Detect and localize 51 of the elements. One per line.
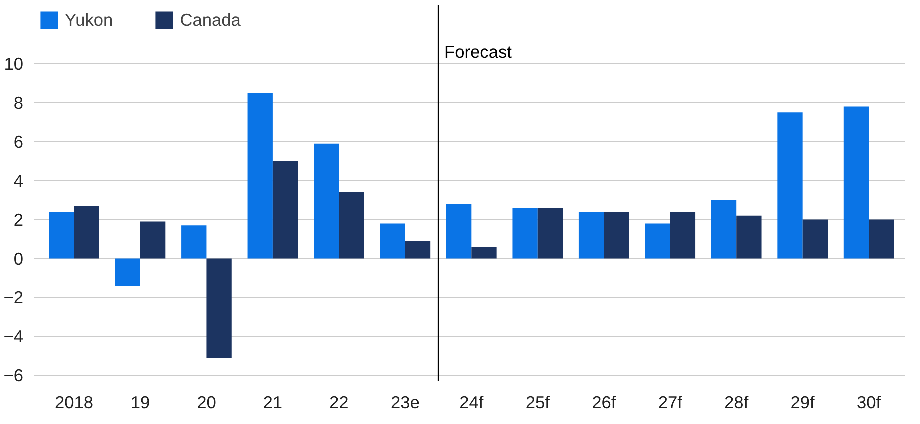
bar: [538, 208, 564, 259]
bar: [844, 106, 870, 259]
x-tick-label: 29f: [790, 392, 816, 412]
x-tick-label: 23e: [390, 392, 420, 412]
legend-label: Yukon: [65, 10, 114, 30]
bar: [645, 224, 670, 259]
bar: [74, 206, 100, 259]
y-tick-label: 6: [14, 132, 24, 152]
bar: [405, 241, 431, 259]
bar: [604, 212, 630, 259]
bar: [49, 212, 74, 259]
bar: [272, 161, 298, 259]
x-tick-label: 26f: [592, 392, 616, 412]
bar: [802, 220, 828, 259]
x-tick-label: 20: [197, 392, 216, 412]
bar: [248, 93, 273, 259]
x-tick-label: 30f: [857, 392, 882, 412]
bar: [182, 226, 207, 259]
x-tick-label: 24f: [460, 392, 484, 412]
x-tick-label: 28f: [724, 392, 749, 412]
bar: [206, 258, 232, 358]
legend-label: Canada: [180, 10, 241, 30]
bar: [736, 216, 762, 259]
bar: [578, 212, 604, 259]
bar: [512, 208, 538, 259]
y-tick-label: 0: [14, 248, 24, 269]
y-tick-label: 8: [14, 92, 24, 113]
bar: [446, 204, 472, 259]
bar: [140, 222, 166, 259]
x-tick-label: 21: [263, 392, 283, 412]
bar: [472, 247, 497, 259]
bar: [869, 220, 894, 259]
x-tick-label: 2018: [54, 392, 94, 412]
x-tick-label: 19: [130, 392, 150, 412]
bar: [778, 112, 803, 259]
y-tick-label: 4: [14, 170, 24, 191]
bar: [314, 144, 340, 259]
y-tick-label: 2: [14, 210, 24, 230]
ref-line-label: Forecast: [444, 42, 512, 62]
x-tick-label: 25f: [526, 392, 550, 412]
y-tick-label: 10: [4, 54, 24, 74]
bar: [711, 200, 737, 259]
bar: [670, 212, 696, 259]
y-tick-label: −4: [4, 326, 24, 347]
y-tick-label: −2: [4, 288, 24, 308]
bar: [380, 224, 406, 259]
x-tick-label: 22: [330, 392, 349, 412]
y-tick-label: −6: [4, 366, 24, 386]
x-tick-label: 27f: [658, 392, 683, 412]
bar: [339, 192, 364, 259]
bar: [115, 258, 140, 286]
